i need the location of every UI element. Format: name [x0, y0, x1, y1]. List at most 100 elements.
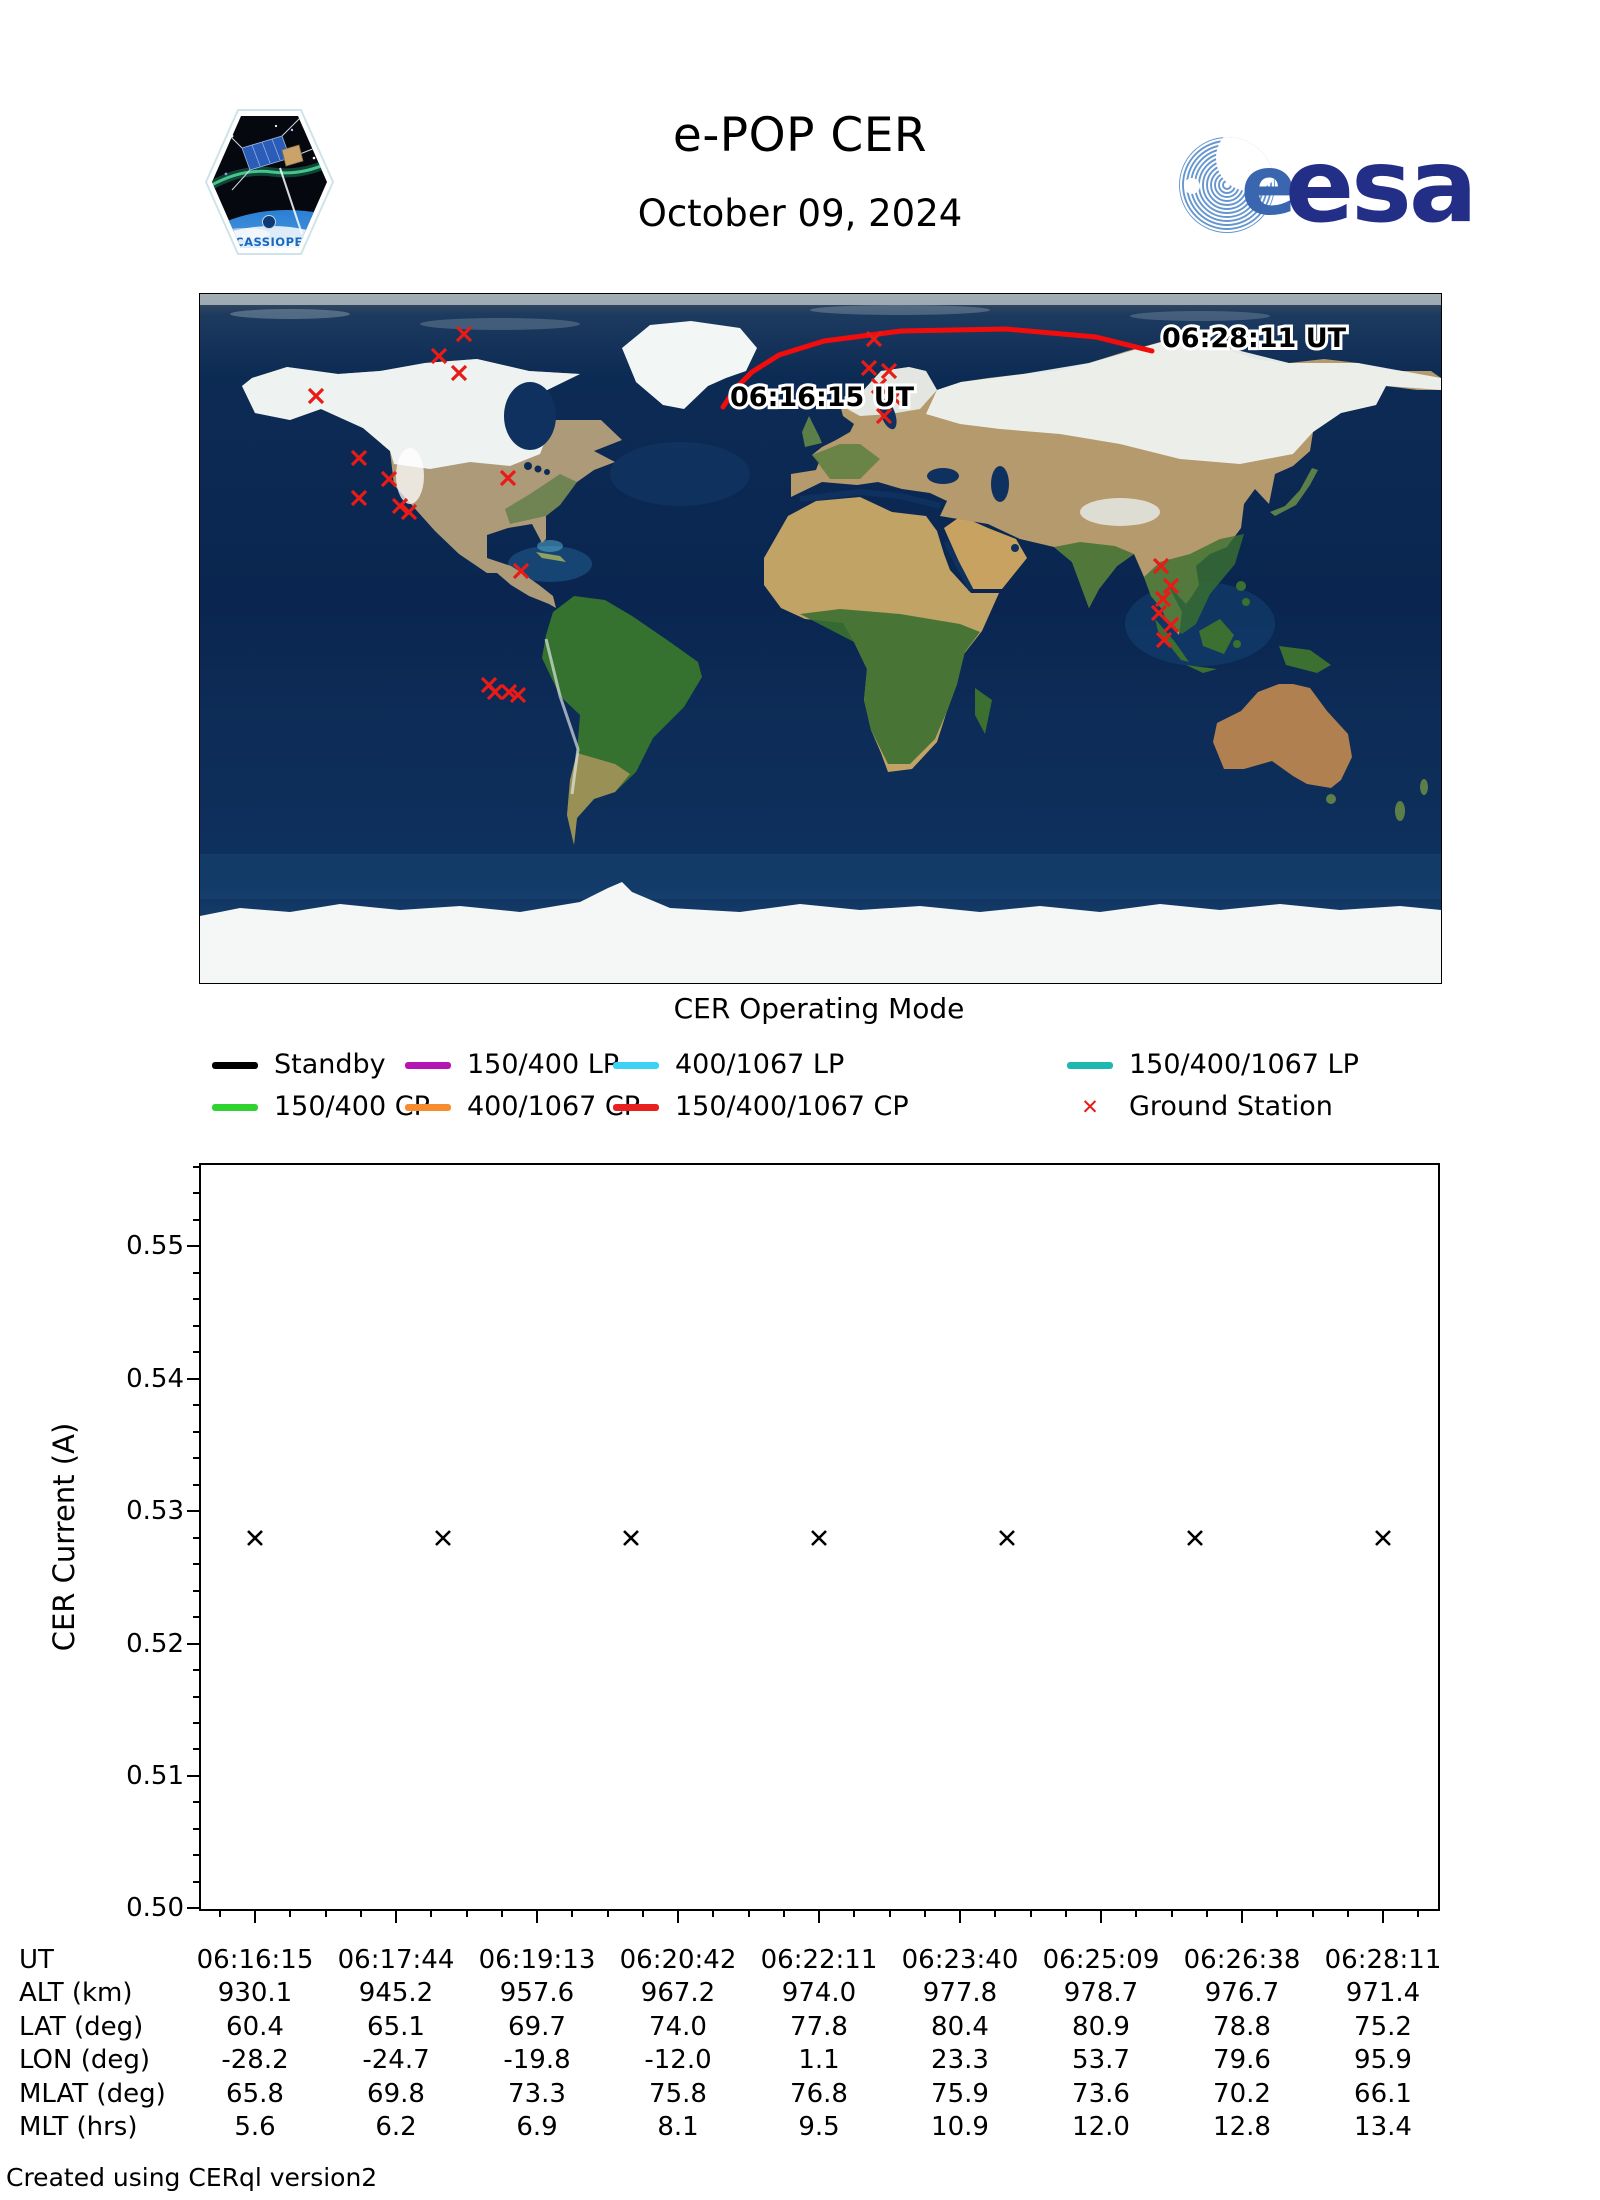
ground-station-marker — [500, 683, 518, 701]
data-point-x-marker — [1185, 1528, 1205, 1548]
table-row-label: MLT (hrs) — [19, 2112, 138, 2142]
x-major-tick — [254, 1911, 256, 1923]
x-minor-tick — [359, 1911, 362, 1917]
x-minor-tick — [1029, 1911, 1032, 1917]
esa-globe-e: e — [1241, 139, 1297, 234]
y-minor-tick — [193, 1880, 199, 1883]
table-cell: 06:28:11 — [1324, 1945, 1442, 1975]
arabia — [944, 516, 1027, 589]
y-minor-tick — [193, 1457, 199, 1460]
table-cell: 69.7 — [508, 2012, 566, 2042]
ground-station-marker — [430, 347, 448, 365]
ground-station-marker — [860, 359, 878, 377]
world-map: 06:16:15 UT 06:28:11 UT — [200, 294, 1441, 983]
legend-line-swatch — [405, 1103, 451, 1111]
legend-item-150-400-1067-lp: 150/400/1067 LP — [1067, 1051, 1359, 1079]
antarctica — [200, 882, 1441, 983]
y-tick-label: 0.55 — [126, 1231, 184, 1262]
legend-item-150-400-lp: 150/400 LP — [405, 1051, 619, 1079]
ground-station-marker — [1154, 590, 1172, 608]
x-minor-tick — [853, 1911, 856, 1917]
great-lakes — [524, 462, 532, 470]
y-minor-tick — [193, 1854, 199, 1857]
legend-item-ground-station: ✕ Ground Station — [1067, 1093, 1333, 1121]
table-cell: 73.6 — [1072, 2079, 1130, 2109]
legend-line-swatch — [212, 1061, 258, 1069]
table-cell: 967.2 — [640, 1978, 716, 2008]
table-cell: 971.4 — [1345, 1978, 1421, 2008]
table-cell: 78.8 — [1213, 2012, 1271, 2042]
iceland — [747, 384, 767, 396]
cassiope-mission-patch: CASSIOPE — [202, 106, 337, 258]
legend-item-400-1067-lp: 400/1067 LP — [613, 1051, 844, 1079]
table-cell: 75.8 — [649, 2079, 707, 2109]
satellite-body — [281, 144, 304, 167]
y-minor-tick — [193, 1616, 199, 1619]
legend-label: 150/400 CP — [274, 1091, 430, 1122]
table-cell: 6.9 — [516, 2112, 558, 2142]
y-major-tick — [187, 1907, 199, 1910]
legend-item-standby: Standby — [212, 1051, 386, 1079]
table-cell: 06:16:15 — [196, 1945, 314, 1975]
y-minor-tick — [193, 1192, 199, 1195]
world-map-panel: 06:16:15 UT 06:28:11 UT — [199, 293, 1442, 984]
table-cell: 74.0 — [649, 2012, 707, 2042]
ground-station-marker — [380, 470, 398, 488]
table-cell: 69.8 — [367, 2079, 425, 2109]
esa-logo-art: e esa — [1179, 127, 1478, 246]
esa-logo: e esa — [1145, 118, 1478, 258]
y-minor-tick — [193, 1351, 199, 1354]
andes-snow — [544, 638, 580, 795]
data-point-x-marker — [245, 1528, 265, 1548]
table-cell: 1.1 — [798, 2045, 840, 2075]
y-minor-tick — [193, 1695, 199, 1698]
y-minor-tick — [193, 1218, 199, 1221]
ground-station-marker — [870, 377, 888, 395]
table-cell: 974.0 — [781, 1978, 857, 2008]
y-minor-tick — [193, 1271, 199, 1274]
x-minor-tick — [994, 1911, 997, 1917]
table-cell: 06:25:09 — [1042, 1945, 1160, 1975]
table-cell: -12.0 — [644, 2045, 712, 2075]
table-cell: 9.5 — [798, 2112, 840, 2142]
x-minor-tick — [1417, 1911, 1420, 1917]
legend-item-400-1067-cp: 400/1067 CP — [405, 1093, 640, 1121]
table-cell: 77.8 — [790, 2012, 848, 2042]
caribbean-shallows — [508, 546, 592, 582]
hudson-bay — [504, 382, 556, 450]
x-minor-tick — [1064, 1911, 1067, 1917]
table-cell: 06:23:40 — [901, 1945, 1019, 1975]
table-cell: 12.8 — [1213, 2112, 1271, 2142]
table-cell: 66.1 — [1354, 2079, 1412, 2109]
table-cell: 79.6 — [1213, 2045, 1271, 2075]
legend-line-swatch — [613, 1103, 659, 1111]
red-sea — [943, 540, 974, 592]
africa-green — [800, 609, 980, 764]
x-minor-tick — [289, 1911, 292, 1917]
new-guinea — [1279, 646, 1331, 673]
ground-station-marker — [875, 407, 893, 425]
table-cell: 75.2 — [1354, 2012, 1412, 2042]
legend-label: 150/400/1067 CP — [675, 1091, 909, 1122]
cassiope-patch-label: CASSIOPE — [235, 235, 303, 249]
table-cell: 06:20:42 — [619, 1945, 737, 1975]
legend-label: 150/400/1067 LP — [1129, 1049, 1359, 1080]
table-cell: 23.3 — [931, 2045, 989, 2075]
australia — [1213, 684, 1352, 788]
ground-station-marker — [865, 330, 883, 348]
page-date: October 09, 2024 — [637, 192, 963, 235]
legend-x-marker-icon: ✕ — [1081, 1095, 1099, 1119]
y-tick-label: 0.51 — [126, 1760, 184, 1791]
ground-station-marker — [450, 364, 468, 382]
legend-line-swatch — [212, 1103, 258, 1111]
x-minor-tick — [430, 1911, 433, 1917]
india-green — [1054, 542, 1134, 608]
philippines — [1236, 581, 1246, 591]
sulawesi — [1233, 640, 1241, 648]
y-minor-tick — [193, 1430, 199, 1433]
us-east-green — [505, 474, 577, 524]
map-caption: CER Operating Mode — [673, 992, 965, 1025]
ground-station-marker — [400, 503, 418, 521]
arctic-sea-ice — [200, 294, 1441, 305]
borneo — [1199, 619, 1234, 654]
